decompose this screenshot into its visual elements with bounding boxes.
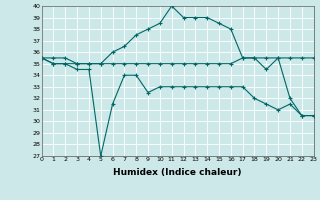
X-axis label: Humidex (Indice chaleur): Humidex (Indice chaleur) — [113, 168, 242, 177]
